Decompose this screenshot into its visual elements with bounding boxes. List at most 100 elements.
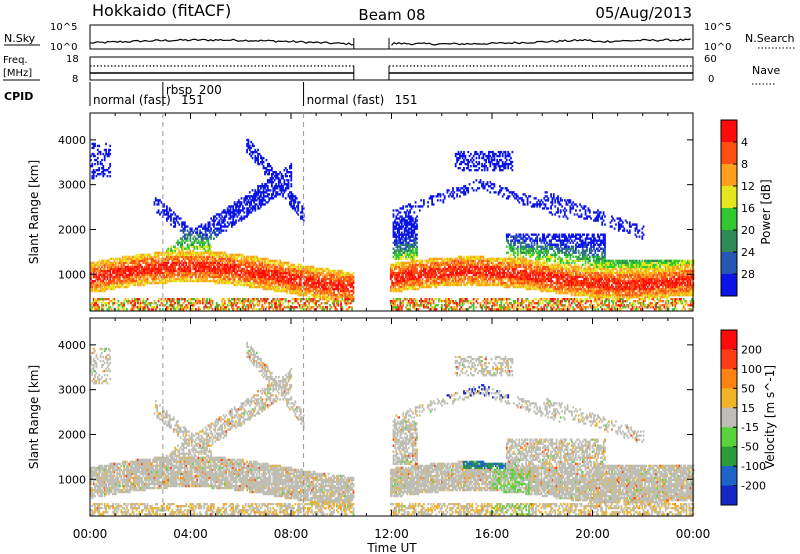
- power-cell: [214, 265, 217, 269]
- power-cell: [201, 235, 204, 238]
- power-cell: [166, 281, 168, 285]
- power-cell: [257, 154, 259, 158]
- power-cell: [92, 283, 95, 287]
- power-cell: [132, 271, 135, 275]
- power-cell: [124, 277, 127, 281]
- power-cell: [224, 209, 226, 212]
- power-cell: [132, 269, 135, 273]
- power-cell: [240, 279, 243, 283]
- power-cell: [258, 302, 261, 305]
- power-cell: [302, 298, 305, 301]
- power-cell: [94, 158, 96, 162]
- power-cell: [203, 245, 206, 248]
- power-cell: [123, 261, 125, 265]
- power-cell: [99, 285, 102, 289]
- power-cell: [110, 265, 113, 269]
- power-cell: [116, 269, 119, 273]
- power-cell: [231, 259, 233, 263]
- power-cell: [160, 253, 163, 257]
- power-cell: [283, 263, 286, 267]
- power-cell: [231, 302, 233, 305]
- power-cell: [222, 308, 225, 311]
- power-cell: [94, 144, 96, 148]
- power-cell: [139, 271, 142, 275]
- power-cell: [131, 279, 134, 283]
- power-cell: [175, 255, 178, 259]
- power-cell: [410, 221, 413, 224]
- power-cell: [178, 279, 181, 283]
- power-cell: [409, 306, 411, 309]
- power-cell: [121, 265, 124, 269]
- power-cell: [248, 191, 251, 194]
- power-cell: [170, 271, 172, 275]
- power-cell: [109, 285, 112, 289]
- power-cell: [405, 269, 407, 273]
- power-cell: [153, 201, 156, 204]
- power-cell: [94, 306, 96, 309]
- power-cell: [178, 261, 181, 265]
- power-cell: [171, 267, 174, 271]
- power-cell: [98, 273, 101, 277]
- power-cell: [213, 267, 215, 271]
- power-cell: [255, 308, 258, 311]
- power-cell: [244, 273, 247, 277]
- power-cell: [121, 263, 124, 267]
- power-cell: [196, 245, 199, 248]
- power-cell: [106, 283, 109, 287]
- power-cell: [94, 267, 96, 271]
- power-cell: [181, 249, 183, 252]
- power-cell: [222, 251, 225, 254]
- power-cell: [128, 283, 131, 287]
- power-cell: [179, 275, 182, 279]
- power-cell: [210, 275, 212, 279]
- power-cell: [152, 273, 154, 277]
- power-cell: [121, 259, 124, 263]
- power-cell: [286, 275, 288, 279]
- power-cell: [92, 177, 95, 180]
- power-cell: [431, 298, 434, 301]
- power-cell: [186, 237, 189, 240]
- power-cell: [207, 221, 210, 224]
- power-cell: [153, 277, 156, 281]
- power-cell: [204, 257, 207, 261]
- power-cell: [123, 275, 125, 279]
- power-cell: [250, 146, 253, 150]
- power-cell: [138, 269, 141, 273]
- power-cell: [286, 292, 288, 295]
- power-cell: [170, 215, 172, 218]
- power-cell: [435, 308, 438, 311]
- power-cell: [95, 275, 98, 279]
- power-cell: [312, 306, 315, 309]
- power-cell: [261, 261, 264, 265]
- power-cell: [211, 219, 214, 222]
- power-cell: [142, 279, 145, 283]
- power-cell: [215, 267, 218, 271]
- power-cell: [407, 300, 410, 303]
- power-cell: [201, 243, 204, 246]
- power-cell: [174, 257, 177, 261]
- power-cell: [146, 269, 149, 273]
- power-cell: [217, 263, 219, 267]
- power-cell: [243, 207, 246, 210]
- power-cell: [206, 275, 208, 279]
- power-cell: [197, 269, 200, 273]
- power-cell: [229, 259, 232, 263]
- power-cell: [195, 237, 197, 240]
- power-cell: [240, 271, 243, 275]
- power-cell: [316, 306, 319, 309]
- power-cell: [156, 306, 159, 309]
- power-cell: [290, 162, 293, 166]
- power-cell: [99, 287, 102, 291]
- power-cell: [402, 302, 405, 305]
- power-cell: [142, 257, 145, 261]
- power-cell: [132, 261, 135, 265]
- power-cell: [164, 261, 167, 265]
- power-cell: [247, 308, 250, 311]
- power-cell: [181, 267, 183, 271]
- power-cell: [243, 255, 246, 259]
- power-cell: [127, 259, 130, 263]
- power-cell: [125, 285, 128, 289]
- power-cell: [290, 171, 293, 174]
- power-cell: [113, 269, 116, 273]
